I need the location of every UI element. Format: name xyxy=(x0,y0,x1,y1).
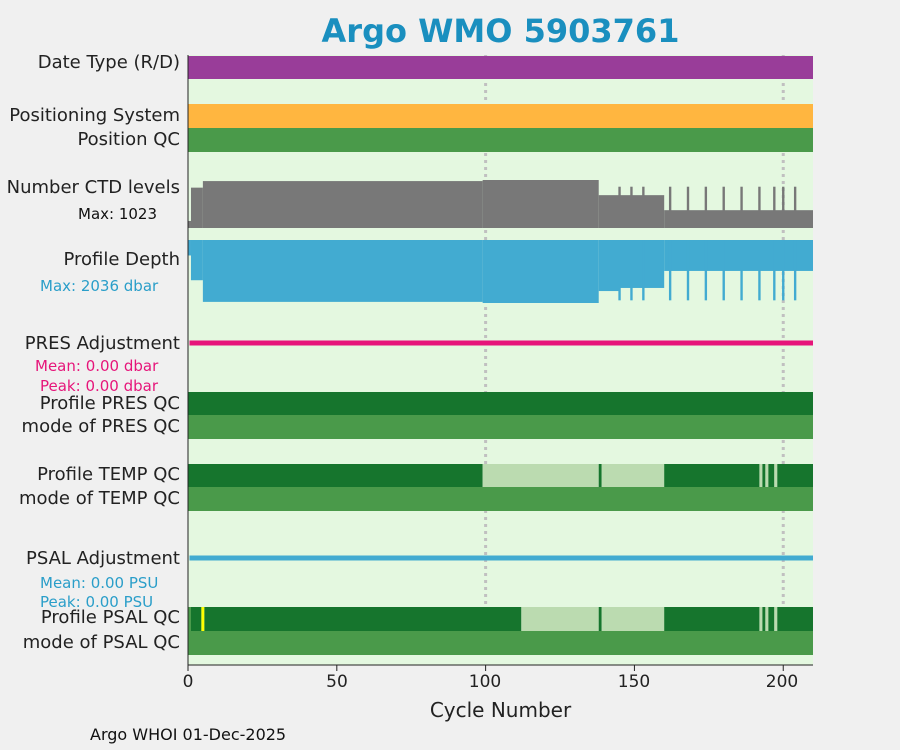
ctd-levels-spike xyxy=(704,186,708,228)
positioning-system-bar xyxy=(188,104,813,128)
label-mode-psal-qc: mode of PSAL QC xyxy=(22,632,180,653)
profile-depth-bar xyxy=(188,240,191,256)
profile-psal-qc-segment xyxy=(204,607,522,631)
profile-depth-spike xyxy=(722,240,725,301)
profile-depth-bar xyxy=(482,240,599,303)
chart-marks xyxy=(188,56,813,655)
profile-temp-qc-segment xyxy=(601,464,665,487)
label-profile-psal-qc: Profile PSAL QC xyxy=(40,607,180,628)
profile-depth-spike xyxy=(668,240,672,301)
profile-temp-qc-segment xyxy=(188,464,483,487)
ctd-levels-spike xyxy=(740,186,743,228)
profile-depth-bar xyxy=(598,240,620,292)
psal-mean-label: Mean: 0.00 PSU xyxy=(40,574,159,592)
ctd-levels-spike xyxy=(773,186,776,228)
profile-psal-qc-segment xyxy=(190,607,202,631)
label-pres-adjustment: PRES Adjustment xyxy=(24,333,180,354)
profile-depth-spike xyxy=(758,240,761,301)
ctd-levels-spike xyxy=(630,186,633,228)
chart-title: Argo WMO 5903761 xyxy=(321,12,680,50)
pres-mean-label: Mean: 0.00 dbar xyxy=(35,357,159,375)
label-psal-adjustment: PSAL Adjustment xyxy=(25,548,180,569)
profile-temp-qc-segment xyxy=(759,464,763,487)
profile-psal-qc-segment xyxy=(759,607,763,631)
ctd-levels-bar xyxy=(190,187,203,228)
x-tick-label: 150 xyxy=(617,672,651,692)
label-mode-temp-qc: mode of TEMP QC xyxy=(18,488,180,509)
ctd-levels-spike xyxy=(722,186,725,228)
profile-psal-qc-segment xyxy=(598,607,602,631)
profile-temp-qc-segment xyxy=(762,464,766,487)
profile-depth-spike xyxy=(642,240,645,301)
ctd-levels-spike xyxy=(782,186,785,228)
ctd-levels-spike xyxy=(758,186,761,228)
profile-depth-spike xyxy=(618,240,621,301)
mode-pres-qc-bar xyxy=(188,415,813,439)
mode-psal-qc-bar xyxy=(188,631,813,655)
x-tick-label: 50 xyxy=(326,672,348,692)
profile-depth-bar xyxy=(619,240,665,288)
ctd-levels-bar xyxy=(482,180,599,228)
position-qc-bar xyxy=(188,128,813,152)
profile-psal-qc-segment xyxy=(765,607,769,631)
profile-temp-qc-segment xyxy=(777,464,813,487)
profile-depth-bar xyxy=(190,240,203,281)
profile-depth-spike xyxy=(704,240,708,301)
x-tick-label: 200 xyxy=(765,672,799,692)
label-positioning-system: Positioning System xyxy=(9,105,180,126)
depth-max-label: Max: 2036 dbar xyxy=(40,277,159,295)
profile-depth-spike xyxy=(740,240,743,301)
profile-temp-qc-segment xyxy=(774,464,778,487)
profile-depth-spike xyxy=(793,240,797,301)
x-tick-label: 0 xyxy=(182,672,194,692)
profile-psal-qc-segment xyxy=(188,607,191,631)
profile-depth-spike xyxy=(686,240,690,301)
profile-depth-spike xyxy=(630,240,633,301)
profile-depth-bar xyxy=(664,240,813,271)
ctd-levels-bar xyxy=(188,220,191,228)
ctd-levels-spike xyxy=(668,186,672,228)
ctd-levels-spike xyxy=(642,186,645,228)
profile-psal-qc-segment xyxy=(201,607,205,631)
profile-temp-qc-segment xyxy=(765,464,769,487)
plot-background xyxy=(188,55,813,665)
profile-psal-qc-segment xyxy=(601,607,665,631)
ctd-levels-spike xyxy=(686,186,690,228)
label-ctd-levels: Number CTD levels xyxy=(6,177,180,198)
profile-psal-qc-segment xyxy=(664,607,760,631)
profile-temp-qc-segment xyxy=(768,464,775,487)
mode-temp-qc-bar xyxy=(188,487,813,511)
psal-peak-label: Peak: 0.00 PSU xyxy=(40,593,154,611)
ctd-levels-spike xyxy=(618,186,621,228)
profile-depth-spike xyxy=(773,240,776,301)
label-profile-depth: Profile Depth xyxy=(63,249,180,270)
profile-psal-qc-segment xyxy=(774,607,778,631)
label-position-qc: Position QC xyxy=(77,129,180,150)
profile-temp-qc-segment xyxy=(664,464,760,487)
profile-psal-qc-segment xyxy=(521,607,599,631)
label-profile-temp-qc: Profile TEMP QC xyxy=(37,464,180,485)
ctd-levels-spike xyxy=(793,186,797,228)
ctd-max-label: Max: 1023 xyxy=(78,205,158,223)
label-mode-pres-qc: mode of PRES QC xyxy=(21,416,180,437)
profile-temp-qc-segment xyxy=(598,464,602,487)
pres-peak-label: Peak: 0.00 dbar xyxy=(40,377,159,395)
x-axis-label: Cycle Number xyxy=(429,698,572,722)
label-profile-pres-qc: Profile PRES QC xyxy=(39,393,180,414)
label-date-type: Date Type (R/D) xyxy=(37,52,180,73)
ctd-levels-bar xyxy=(202,181,483,228)
x-tick-label: 100 xyxy=(468,672,502,692)
date-type-bar xyxy=(188,56,813,79)
profile-depth-spike xyxy=(782,240,785,301)
x-tick-marks xyxy=(187,665,784,671)
profile-psal-qc-segment xyxy=(777,607,813,631)
profile-temp-qc-segment xyxy=(482,464,599,487)
profile-pres-qc-bar xyxy=(188,392,813,415)
profile-depth-bar xyxy=(202,240,483,302)
footer-credit: Argo WHOI 01-Dec-2025 xyxy=(90,725,287,744)
ctd-levels-bar xyxy=(664,210,813,228)
profile-psal-qc-segment xyxy=(762,607,766,631)
profile-psal-qc-segment xyxy=(768,607,775,631)
